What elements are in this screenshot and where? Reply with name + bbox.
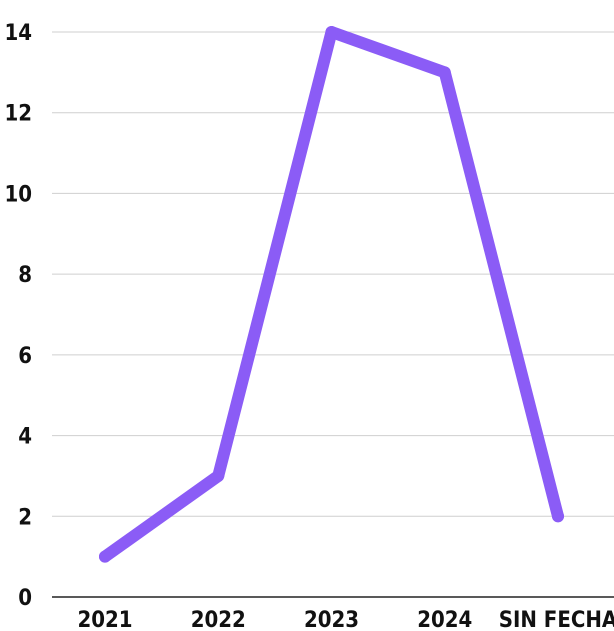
x-tick-label: SIN FECHA <box>499 608 614 631</box>
x-axis-ticks: 2021 2022 2023 2024 SIN FECHA <box>77 608 614 631</box>
y-tick-label: 8 <box>18 263 32 288</box>
y-axis-ticks: 0 2 4 6 8 10 12 14 <box>4 21 32 611</box>
data-point <box>99 550 111 563</box>
x-tick-label: 2024 <box>417 608 472 631</box>
y-tick-label: 10 <box>4 182 32 207</box>
data-point <box>212 469 225 482</box>
y-tick-label: 12 <box>4 102 32 127</box>
y-tick-label: 4 <box>18 425 32 450</box>
x-tick-label: 2021 <box>77 608 132 631</box>
x-tick-label: 2023 <box>304 608 359 631</box>
x-tick-label: 2022 <box>191 608 246 631</box>
y-tick-label: 14 <box>4 21 32 46</box>
data-point <box>438 66 451 79</box>
y-tick-label: 2 <box>18 505 32 530</box>
y-tick-label: 0 <box>18 586 32 611</box>
grid-lines <box>52 31 614 517</box>
data-points <box>99 26 564 563</box>
data-point <box>325 26 338 38</box>
series-line <box>99 26 564 563</box>
y-tick-label: 6 <box>18 344 32 369</box>
data-point <box>552 510 564 523</box>
